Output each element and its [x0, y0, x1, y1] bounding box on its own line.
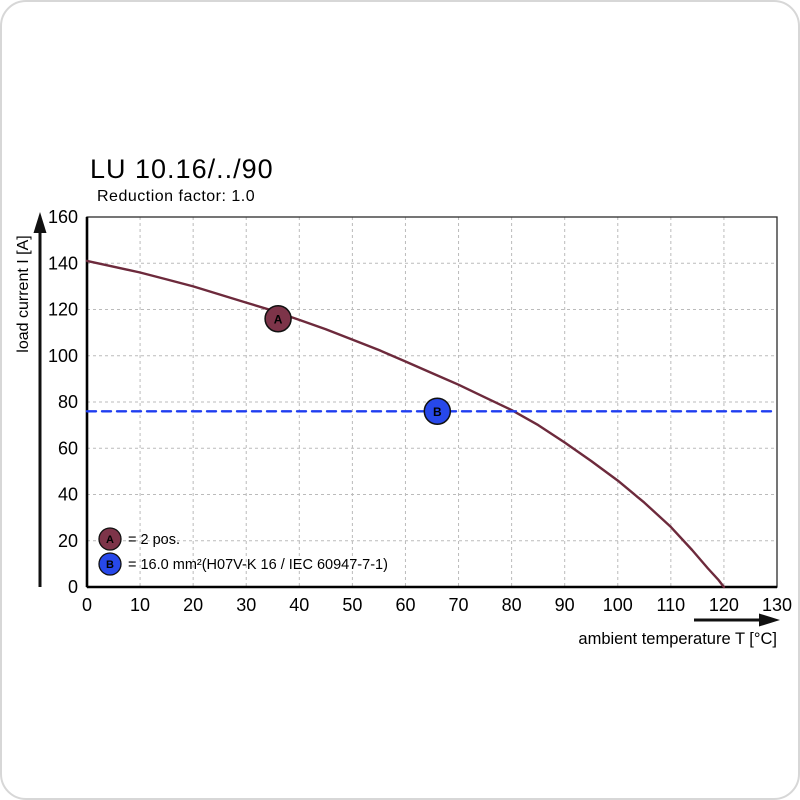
x-tick-label: 90	[555, 595, 575, 615]
x-tick-label: 20	[183, 595, 203, 615]
marker-a: A	[264, 305, 292, 333]
legend-marker-circle	[98, 552, 122, 576]
y-tick-label: 40	[58, 485, 78, 505]
legend-item: B = 16.0 mm²(H07V-K 16 / IEC 60947-7-1)	[98, 552, 388, 576]
legend-marker-circle	[98, 527, 122, 551]
y-tick-label: 100	[48, 346, 78, 366]
marker-letter: A	[274, 312, 283, 326]
x-tick-label: 80	[502, 595, 522, 615]
x-tick-label: 40	[289, 595, 309, 615]
chart-title: LU 10.16/../90	[90, 154, 274, 184]
derating-curve	[85, 259, 726, 589]
legend-marker-letter: B	[106, 559, 114, 571]
x-tick-label: 0	[82, 595, 92, 615]
legend: A = 2 pos. B = 16.0 mm²(H07V-K 16 / IEC 609…	[98, 527, 388, 576]
y-axis-arrowhead-icon	[33, 212, 47, 233]
x-axis-arrowhead-icon	[759, 613, 780, 627]
chart-subtitle: Reduction factor: 1.0	[97, 188, 256, 205]
tick-layer: 0 10 20 30 40 50 60 70 80 90 100 110 120 130 0 20 40 60 80…	[48, 207, 792, 615]
x-tick-label: 60	[395, 595, 415, 615]
legend-marker-letter: A	[106, 534, 114, 546]
x-tick-label: 130	[762, 595, 792, 615]
marker-letter: B	[433, 405, 442, 419]
x-axis-label: ambient temperature T [°C]	[578, 630, 777, 648]
marker-circle	[264, 305, 292, 333]
x-tick-label: 50	[342, 595, 362, 615]
legend-item: A = 2 pos.	[98, 527, 180, 551]
y-tick-label: 140	[48, 253, 78, 273]
x-tick-label: 30	[236, 595, 256, 615]
legend-text: = 2 pos.	[128, 532, 180, 548]
x-tick-label: 110	[656, 595, 685, 615]
marker-layer: AB	[264, 305, 452, 425]
y-tick-label: 160	[48, 207, 78, 227]
y-axis-label: load current I [A]	[15, 235, 32, 352]
y-tick-label: 80	[58, 392, 78, 412]
x-tick-label: 10	[130, 595, 150, 615]
marker-b: B	[423, 397, 452, 425]
plot-frame	[85, 216, 778, 589]
legend-text: = 16.0 mm²(H07V-K 16 / IEC 60947-7-1)	[128, 557, 388, 573]
y-tick-label: 0	[68, 577, 78, 597]
marker-circle	[423, 397, 452, 425]
y-tick-label: 60	[58, 438, 78, 458]
x-axis: ambient temperature T [°C]	[578, 613, 780, 648]
y-tick-label: 120	[48, 300, 78, 320]
y-axis: load current I [A]	[15, 212, 47, 587]
x-tick-label: 70	[449, 595, 469, 615]
x-tick-label: 120	[709, 595, 739, 615]
y-tick-label: 20	[58, 531, 78, 551]
x-tick-label: 100	[603, 595, 633, 615]
